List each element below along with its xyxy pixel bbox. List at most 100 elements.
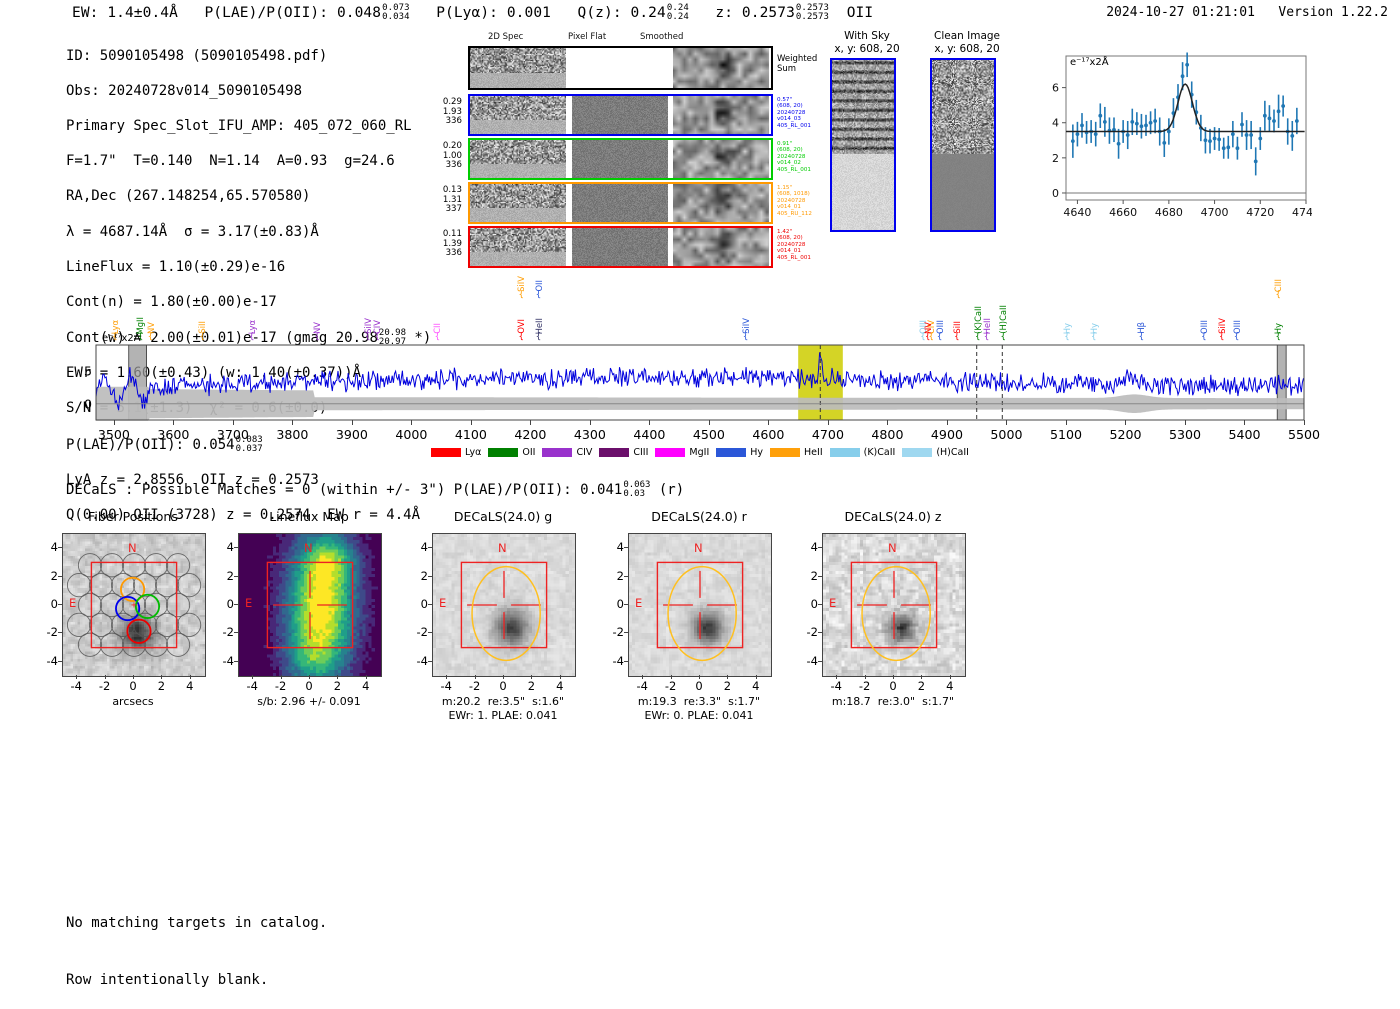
panel-3-xtickmark-2 bbox=[699, 675, 700, 679]
legend-entry-Hy: Hy bbox=[716, 447, 763, 458]
panel-3-ytick-0: -4 bbox=[612, 653, 624, 668]
spec2d-row-1 bbox=[468, 94, 773, 136]
panel-image-2 bbox=[432, 533, 576, 677]
panel-4-ytick-0: -4 bbox=[806, 653, 818, 668]
sky-panel-title-1: Clean Image x, y: 608, 20 bbox=[912, 30, 1022, 55]
panel-2-ytick-4: 4 bbox=[420, 540, 428, 555]
spectrum-xtickmark-1 bbox=[173, 420, 175, 425]
spectrum-line-label: Hy bbox=[1273, 322, 1284, 334]
spectrum-line-bracket-icon: { bbox=[111, 332, 118, 342]
panel-2-xtickmark-0 bbox=[446, 675, 448, 679]
spec2d-meta: 405_RL_001 bbox=[777, 166, 811, 173]
panel-2-xtick-1: -2 bbox=[468, 679, 481, 693]
spectrum-line-bracket-icon: { bbox=[1000, 332, 1007, 342]
panel-3-ytick-3: 2 bbox=[616, 568, 624, 583]
panel-0-ytick-4: 4 bbox=[50, 540, 58, 555]
spec2d-meta: (608, 20) bbox=[777, 147, 803, 154]
panel-4-ytickmark-2 bbox=[818, 604, 822, 605]
panel-north-label-3: N bbox=[694, 541, 703, 555]
panel-1-xtickmark-2 bbox=[309, 675, 310, 679]
spectrum-line-marker-OVI: OVI{ bbox=[516, 285, 526, 341]
panel-title-4: DECaLS(24.0) z bbox=[844, 509, 942, 524]
spectrum-line-label: SiIV bbox=[1216, 318, 1227, 334]
spec2d-image-3-2 bbox=[673, 184, 769, 222]
legend-entry-OII: OII bbox=[488, 447, 535, 458]
spec2d-weighted-sum-row bbox=[468, 46, 773, 90]
panel-0-xtick-4: 4 bbox=[186, 679, 194, 693]
panel-1-ytick-3: 2 bbox=[226, 568, 234, 583]
panel-title-2: DECaLS(24.0) g bbox=[453, 509, 553, 524]
spectrum-xtickmark-17 bbox=[1125, 420, 1127, 425]
spec2d-image-2-2 bbox=[673, 140, 769, 178]
cont-w-err: 0.01 bbox=[200, 330, 235, 347]
panel-4-xtickmark-1 bbox=[864, 675, 866, 679]
panel-3-ytick-4: 4 bbox=[616, 540, 624, 555]
info-redshifts: LyA z = 2.8556 OII z = 0.2573 bbox=[66, 471, 319, 488]
spectrum-line-bracket-icon: { bbox=[535, 290, 542, 300]
panel-0-xtickmark-3 bbox=[161, 675, 163, 679]
panel-east-label-3: E bbox=[635, 596, 643, 610]
panel-3-xtickmark-0 bbox=[642, 675, 644, 679]
spectrum-xtickmark-16 bbox=[1065, 420, 1067, 425]
panel-3-ytick-2: 0 bbox=[616, 597, 624, 611]
info-plae-lo: 0.037 bbox=[235, 443, 263, 454]
header-plae-label: P(LAE)/P(OII): bbox=[204, 5, 329, 21]
panel-3-ytickmark-0 bbox=[624, 660, 628, 662]
spectrum-xtick-13: 4800 bbox=[871, 427, 904, 442]
panel-1-xtick-0: -4 bbox=[246, 679, 258, 693]
spec2d-meta: (608, 20) bbox=[777, 103, 803, 110]
spectrum-line-marker-NV: NV{ bbox=[923, 285, 933, 342]
spectrum-line-label: SiII bbox=[951, 321, 962, 334]
spectrum-line-label: Hy bbox=[1061, 322, 1072, 334]
legend-label: CIII bbox=[633, 447, 649, 458]
header-plya-label: P(Lyα): bbox=[436, 5, 498, 21]
panel-2-xtick-2: 0 bbox=[499, 679, 507, 693]
panel-2-ytick-2: 0 bbox=[420, 597, 428, 611]
legend-label: (K)CaII bbox=[863, 447, 896, 458]
panel-pixels-1 bbox=[239, 534, 381, 676]
spectrum-line-marker-OIII: OIII{ bbox=[918, 285, 928, 342]
panel-4-ytickmark-0 bbox=[818, 660, 822, 662]
header-qz-lo: 0.24 bbox=[666, 12, 689, 22]
svg-text:4640: 4640 bbox=[1063, 206, 1091, 219]
spectrum-line-marker-SiIV: SiIV{ bbox=[516, 243, 526, 299]
header-qz-hi: 0.24 bbox=[666, 3, 689, 13]
spectrum-line-bracket-icon: { bbox=[1200, 332, 1207, 342]
spectrum-line-label: HeII bbox=[533, 317, 544, 334]
spectrum-xtickmark-12 bbox=[827, 420, 829, 425]
sky-subtitle: x, y: 608, 20 bbox=[934, 42, 1000, 55]
spectrum-line-bracket-icon: { bbox=[248, 332, 255, 342]
spectrum-line-bracket-icon: { bbox=[199, 332, 206, 342]
panel-overlay-3 bbox=[656, 561, 744, 662]
panel-3-ytickmark-3 bbox=[624, 575, 628, 577]
legend-swatch bbox=[655, 448, 686, 457]
spec2d-row-metrics-3: 0.13 1.31 337 bbox=[428, 185, 462, 215]
panel-pixels-0 bbox=[63, 534, 205, 676]
panel-1-xtickmark-1 bbox=[280, 675, 282, 679]
info-primary-spec: Primary Spec_Slot_IFU_AMP: 405_072_060_R… bbox=[66, 117, 412, 134]
panel-2-xtickmark-2 bbox=[503, 675, 504, 679]
spectrum-ytick-1: 5 bbox=[83, 363, 92, 379]
spec2d-row-3 bbox=[468, 182, 773, 224]
gmag-hi: 20.98 bbox=[378, 328, 406, 339]
spec2d-metric: 336 bbox=[445, 248, 462, 259]
panel-1-ytickmark-0 bbox=[234, 660, 238, 662]
spectrum-xtickmark-2 bbox=[232, 420, 234, 425]
decals-plae-band: (r) bbox=[658, 482, 685, 498]
spectrum-line-marker-OIII: OIII{ bbox=[935, 285, 945, 342]
panel-0-xtick-0: -4 bbox=[70, 679, 82, 693]
spectrum-line-marker-H: Hβ{ bbox=[1136, 285, 1146, 341]
legend-entry-CIII: CIII bbox=[599, 447, 648, 458]
spectrum-xtickmark-18 bbox=[1184, 420, 1186, 425]
panel-4-ytick-1: -2 bbox=[806, 625, 818, 640]
sky-title: With Sky bbox=[844, 30, 890, 42]
panel-north-label-0: N bbox=[128, 541, 137, 555]
legend-swatch bbox=[488, 448, 519, 457]
panel-1-xtickmark-0 bbox=[252, 675, 254, 679]
svg-text:4720: 4720 bbox=[1246, 206, 1274, 219]
info-obs: Obs: 20240728v014_5090105498 bbox=[66, 82, 303, 99]
panel-2-ytick-0: -4 bbox=[416, 653, 428, 668]
decals-header-prefix: DECaLS : Possible Matches = 0 (within +/… bbox=[66, 482, 572, 498]
